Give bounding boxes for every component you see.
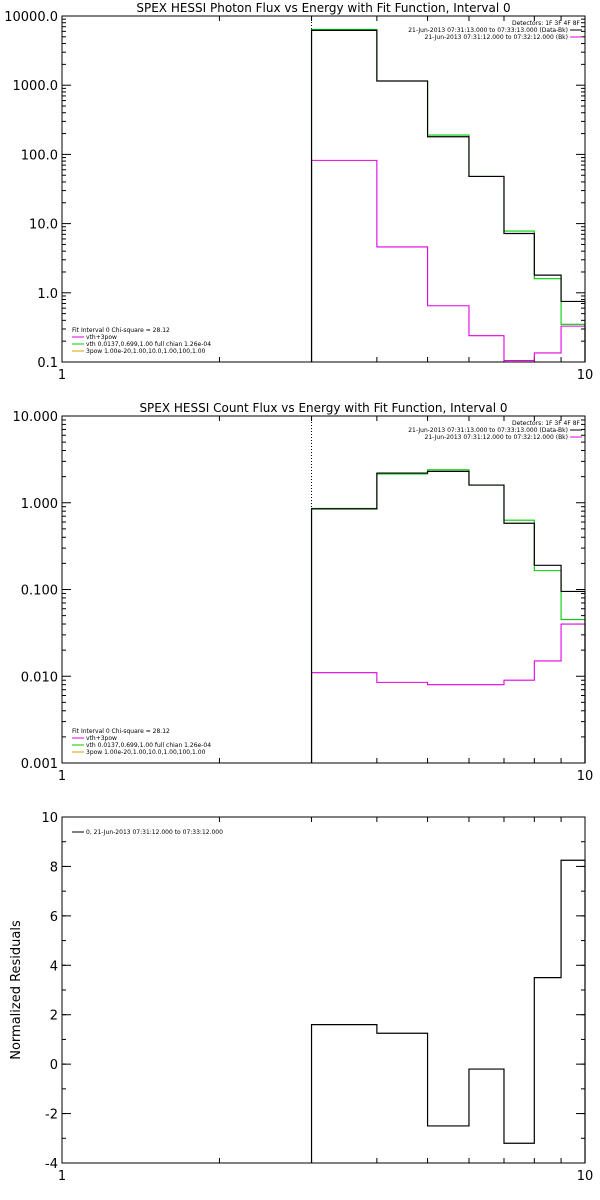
residuals-ytick-label: 2 <box>50 1009 58 1024</box>
photon-panel: SPEX HESSI Photon Flux vs Energy with Fi… <box>4 1 593 383</box>
photon-ytick-label: 10000.0 <box>4 10 58 25</box>
photon-legend-entry: 3pow 1.00e-20,1.00,10.0,1.00,100,1.00 <box>86 348 206 355</box>
photon-legend-entry: vth 0.0137,0.699,1.00 full chian 1.26e-0… <box>86 341 211 348</box>
residuals-ytick-label: 6 <box>50 910 58 925</box>
photon-ytick-label: 10.0 <box>29 218 58 233</box>
count-legend-header: Detectors: 1F 3F 4F 8F <box>512 420 581 427</box>
count-legend-entry: vth 0.0137,0.699,1.00 full chian 1.26e-0… <box>86 742 211 749</box>
photon-xtick-label: 10 <box>577 368 594 383</box>
residuals-ytick-label: 0 <box>50 1058 58 1073</box>
count-series-fit <box>310 469 586 763</box>
count-series-data <box>310 470 586 763</box>
photon-xtick-label: 1 <box>58 368 66 383</box>
residuals-ytick-label: 10 <box>41 811 58 826</box>
count-xtick-label: 10 <box>577 769 594 784</box>
count-ytick-label: 10.000 <box>13 410 59 425</box>
photon-ytick-label: 0.1 <box>37 356 58 371</box>
photon-series-background <box>310 159 586 362</box>
count-frame <box>61 415 586 764</box>
photon-ytick-label: 100.0 <box>21 148 58 163</box>
photon-legend-entry: vth+3pow <box>86 334 117 341</box>
photon-title: SPEX HESSI Photon Flux vs Energy with Fi… <box>136 1 510 15</box>
residuals-ytick-label: -2 <box>45 1108 58 1123</box>
count-legend-header: Fit Interval 0 Chi-square = 28.12 <box>72 728 170 735</box>
photon-ytick-label: 1000.0 <box>13 79 59 94</box>
photon-legend-entry: 21-Jun-2013 07:31:12.000 to 07:32:12.000… <box>425 34 568 41</box>
photon-legend-header: Fit Interval 0 Chi-square = 28.12 <box>72 327 170 334</box>
count-ytick-label: 1.000 <box>21 497 58 512</box>
residuals-ytick-label: 8 <box>50 860 58 875</box>
residuals-ytick-label: -4 <box>45 1157 58 1172</box>
residuals-frame <box>61 816 586 1164</box>
residuals-panel: -4 -2 0 2 4 6 8 10 1 10 Normalized Residuals 0, 21-… <box>9 811 593 1184</box>
count-series-background <box>310 623 586 763</box>
photon-series-data <box>310 29 586 362</box>
residuals-xtick-label: 1 <box>58 1169 66 1184</box>
count-legend-entry: 3pow 1.00e-20,1.00,10.0,1.00,100,1.00 <box>86 749 206 756</box>
count-panel: SPEX HESSI Count Flux vs Energy with Fit… <box>13 401 594 784</box>
photon-frame <box>61 15 586 363</box>
count-legend-entry: 21-Jun-2013 07:31:12.000 to 07:32:12.000… <box>425 434 568 441</box>
photon-legend-entry: 21-Jun-2013 07:31:13.000 to 07:33:13.000… <box>408 27 568 34</box>
photon-legend-header: Detectors: 1F 3F 4F 8F <box>512 20 581 27</box>
count-xtick-label: 1 <box>58 769 66 784</box>
residuals-xtick-label: 10 <box>577 1169 594 1184</box>
count-ytick-label: 0.010 <box>21 670 58 685</box>
residuals-ylabel: Normalized Residuals <box>9 920 24 1060</box>
residuals-ytick-label: 4 <box>50 959 58 974</box>
residuals-series-data <box>310 859 586 1163</box>
photon-ytick-label: 1.0 <box>37 287 58 302</box>
count-legend-entry: 21-Jun-2013 07:31:13.000 to 07:33:13.000… <box>408 427 568 434</box>
residuals-legend-entry: 0, 21-Jun-2013 07:31:12.000 to 07:33:12.… <box>86 829 223 836</box>
count-title: SPEX HESSI Count Flux vs Energy with Fit… <box>139 401 507 415</box>
count-ytick-label: 0.001 <box>21 757 58 772</box>
count-legend-entry: vth+3pow <box>86 735 117 742</box>
count-ytick-label: 0.100 <box>21 584 58 599</box>
photon-series-fit <box>310 28 586 362</box>
